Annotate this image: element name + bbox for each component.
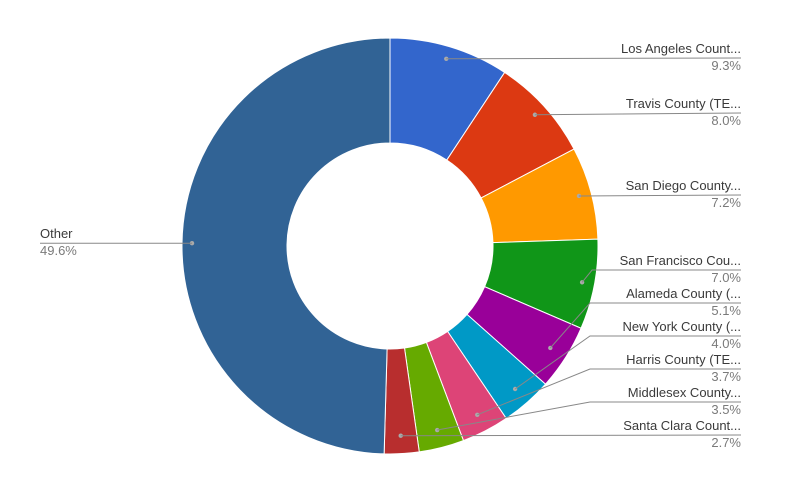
- leader-dot-0: [444, 56, 449, 61]
- slice-value-6: 3.7%: [711, 369, 741, 384]
- slice-label-0: Los Angeles Count...: [621, 41, 741, 56]
- leader-line-0: [446, 57, 742, 60]
- slice-value-0: 9.3%: [711, 58, 741, 73]
- slice-value-5: 4.0%: [711, 336, 741, 351]
- slice-value-3: 7.0%: [711, 270, 741, 285]
- slice-value-4: 5.1%: [711, 303, 741, 318]
- slice-label-3: San Francisco Cou...: [620, 253, 741, 268]
- slice-label-1: Travis County (TE...: [626, 96, 741, 111]
- slice-value-9: 49.6%: [40, 243, 77, 258]
- leader-line-3: [581, 269, 741, 283]
- slice-label-5: New York County (...: [623, 319, 742, 334]
- slice-value-1: 8.0%: [711, 113, 741, 128]
- donut-slices: [181, 37, 599, 455]
- slice-labels: Los Angeles Count... 9.3% Travis County (T…: [40, 41, 741, 450]
- slice-value-7: 3.5%: [711, 402, 741, 417]
- leader-line-2: [578, 194, 742, 197]
- leader-dot-1: [532, 112, 538, 117]
- slice-9[interactable]: [181, 37, 391, 455]
- leader-line-7: [437, 401, 741, 431]
- slice-label-8: Santa Clara Count...: [623, 418, 741, 433]
- slice-label-7: Middlesex County...: [628, 385, 741, 400]
- leader-line-5: [514, 335, 741, 390]
- slice-value-2: 7.2%: [711, 195, 741, 210]
- slice-value-8: 2.7%: [711, 435, 741, 450]
- slice-label-4: Alameda County (...: [626, 286, 741, 301]
- leader-line-4: [549, 302, 741, 349]
- label-leaders: [40, 56, 742, 438]
- leader-line-8: [400, 434, 742, 437]
- slice-label-2: San Diego County...: [626, 178, 741, 193]
- leader-dot-8: [398, 433, 403, 438]
- slice-label-9: Other: [40, 226, 73, 241]
- slice-label-6: Harris County (TE...: [626, 352, 741, 367]
- leader-line-6: [477, 368, 741, 416]
- leader-dot-7: [435, 427, 440, 433]
- leader-dot-6: [475, 412, 480, 417]
- leader-line-1: [534, 112, 742, 116]
